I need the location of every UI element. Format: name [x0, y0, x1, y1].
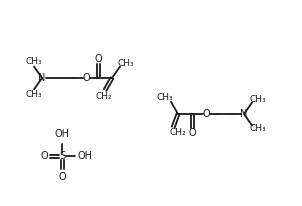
Text: CH₂: CH₂ [96, 92, 112, 101]
Text: O: O [188, 128, 196, 138]
Text: O: O [58, 172, 66, 182]
Text: O: O [40, 151, 48, 161]
Text: CH₃: CH₃ [250, 95, 266, 104]
Text: S: S [59, 151, 65, 161]
Text: N: N [240, 109, 248, 119]
Text: CH₃: CH₃ [250, 124, 266, 133]
Text: CH₃: CH₃ [26, 57, 42, 66]
Text: N: N [38, 73, 46, 83]
Text: OH: OH [78, 151, 92, 161]
Text: CH₂: CH₂ [170, 128, 187, 137]
Text: CH₃: CH₃ [157, 93, 173, 102]
Text: O: O [94, 54, 102, 64]
Text: CH₃: CH₃ [26, 90, 42, 99]
Text: O: O [202, 109, 210, 119]
Text: CH₃: CH₃ [118, 59, 134, 68]
Text: O: O [82, 73, 90, 83]
Text: OH: OH [54, 129, 69, 139]
